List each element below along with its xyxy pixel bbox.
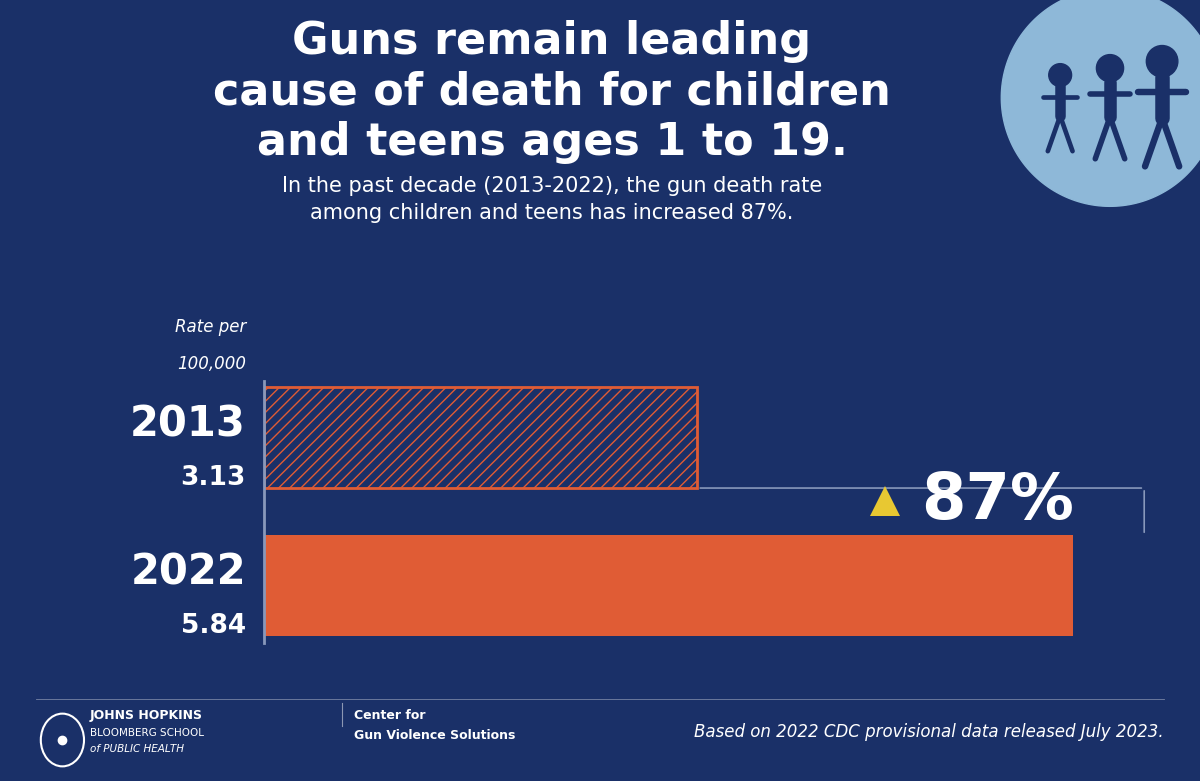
FancyBboxPatch shape: [264, 387, 697, 488]
Text: 5.84: 5.84: [181, 613, 246, 639]
Text: BLOOMBERG SCHOOL: BLOOMBERG SCHOOL: [90, 728, 204, 738]
Text: Guns remain leading: Guns remain leading: [293, 20, 811, 62]
Circle shape: [1097, 55, 1123, 82]
Text: cause of death for children: cause of death for children: [214, 70, 890, 113]
Circle shape: [1049, 64, 1072, 87]
Text: 100,000: 100,000: [178, 355, 246, 373]
Circle shape: [1146, 45, 1178, 77]
FancyBboxPatch shape: [264, 535, 1073, 636]
Text: Gun Violence Solutions: Gun Violence Solutions: [354, 729, 515, 742]
Text: and teens ages 1 to 19.: and teens ages 1 to 19.: [257, 121, 847, 164]
Text: Based on 2022 CDC provisional data released July 2023.: Based on 2022 CDC provisional data relea…: [695, 722, 1164, 741]
Text: 87%: 87%: [920, 470, 1074, 533]
Text: 2022: 2022: [131, 551, 246, 593]
Text: Center for: Center for: [354, 709, 426, 722]
Text: Rate per: Rate per: [175, 318, 246, 336]
Text: In the past decade (2013-2022), the gun death rate: In the past decade (2013-2022), the gun …: [282, 176, 822, 196]
Polygon shape: [1001, 0, 1200, 206]
Text: 2013: 2013: [130, 403, 246, 445]
Text: among children and teens has increased 87%.: among children and teens has increased 8…: [311, 203, 793, 223]
Text: of PUBLIC HEALTH: of PUBLIC HEALTH: [90, 744, 184, 754]
Text: 3.13: 3.13: [181, 465, 246, 491]
Text: JOHNS HOPKINS: JOHNS HOPKINS: [90, 709, 203, 722]
